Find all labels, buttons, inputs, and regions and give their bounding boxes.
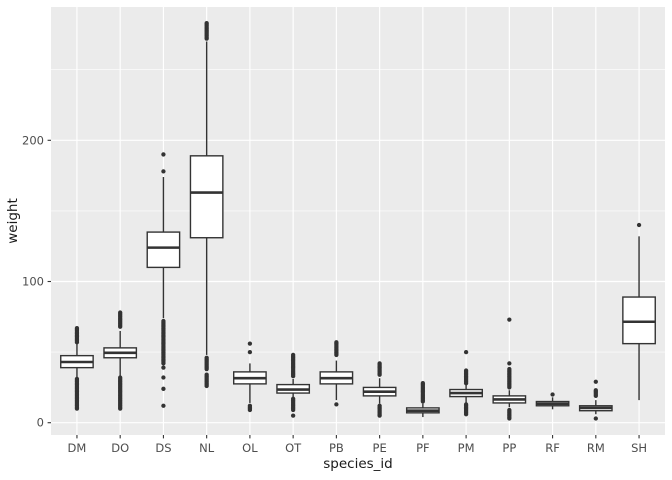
outlier-point bbox=[247, 349, 253, 355]
x-tick-label: RM bbox=[587, 441, 605, 455]
boxplot-PF bbox=[405, 381, 440, 418]
boxplot-DM bbox=[60, 325, 94, 411]
boxplot-PP bbox=[492, 317, 527, 421]
boxplot-NL bbox=[189, 20, 224, 389]
outlier-point bbox=[161, 365, 166, 370]
x-tick-label: DO bbox=[111, 441, 129, 455]
outlier-point bbox=[247, 403, 253, 408]
outlier-point bbox=[507, 317, 512, 322]
x-tick-label: NL bbox=[199, 441, 215, 455]
outlier-point bbox=[204, 372, 209, 377]
outlier-point bbox=[463, 349, 469, 355]
iqr-box bbox=[189, 155, 224, 239]
outlier-point bbox=[334, 340, 339, 345]
x-tick-label: PM bbox=[458, 441, 475, 455]
outlier-point bbox=[507, 361, 512, 366]
x-tick-label: PF bbox=[416, 441, 430, 455]
iqr-box bbox=[622, 296, 656, 345]
outlier-point bbox=[463, 402, 469, 407]
outlier-point bbox=[593, 379, 598, 384]
outlier-point bbox=[161, 169, 166, 174]
outlier-point bbox=[550, 392, 555, 397]
outlier-point bbox=[507, 366, 512, 372]
boxplot-SH bbox=[622, 222, 656, 401]
boxplot-OT bbox=[276, 352, 311, 418]
boxplot-OL bbox=[233, 341, 267, 413]
outlier-point bbox=[161, 403, 166, 408]
y-tick-label: 0 bbox=[37, 416, 44, 430]
outlier-point bbox=[463, 368, 469, 373]
outlier-point bbox=[74, 325, 80, 331]
outlier-point bbox=[74, 376, 80, 382]
outlier-point bbox=[334, 402, 339, 407]
outlier-point bbox=[377, 361, 382, 366]
x-tick-label: DM bbox=[68, 441, 87, 455]
boxplot-PB bbox=[319, 340, 354, 407]
boxplot-DS bbox=[146, 152, 181, 408]
x-tick-label: OT bbox=[285, 441, 302, 455]
iqr-box bbox=[146, 231, 181, 269]
boxplot-RF bbox=[535, 392, 570, 410]
y-tick-label: 100 bbox=[22, 275, 44, 289]
x-tick-label: RF bbox=[545, 441, 560, 455]
y-tick-label: 200 bbox=[22, 133, 44, 147]
outlier-point bbox=[593, 388, 598, 393]
plot-panel bbox=[51, 7, 665, 435]
outlier-point bbox=[377, 403, 382, 408]
x-tick-label: PP bbox=[502, 441, 516, 455]
y-axis: 0 100 200 bbox=[22, 133, 51, 430]
x-tick-label: SH bbox=[631, 441, 647, 455]
outlier-point bbox=[247, 341, 253, 346]
outlier-point bbox=[507, 407, 512, 413]
x-axis: DM DO DS NL OL OT PB PE PF PM PP RF RM SH bbox=[68, 435, 647, 455]
outlier-point bbox=[204, 355, 209, 360]
outlier-point bbox=[161, 386, 166, 391]
outlier-point bbox=[161, 318, 166, 324]
x-tick-label: OL bbox=[242, 441, 258, 455]
x-axis-title: species_id bbox=[323, 456, 393, 472]
outlier-point bbox=[636, 222, 642, 228]
outlier-point bbox=[204, 20, 209, 26]
boxplot-DO bbox=[103, 310, 138, 411]
outlier-point bbox=[290, 413, 296, 418]
outlier-point bbox=[290, 396, 296, 401]
boxplot-PE bbox=[362, 361, 397, 418]
x-tick-label: PB bbox=[329, 441, 344, 455]
outlier-point bbox=[593, 416, 598, 421]
x-tick-label: PE bbox=[373, 441, 387, 455]
boxplot-PM bbox=[449, 349, 483, 417]
boxplot-RM bbox=[578, 379, 613, 421]
outlier-point bbox=[420, 381, 426, 386]
outlier-point bbox=[161, 375, 166, 380]
outlier-point bbox=[161, 152, 166, 157]
outlier-point bbox=[118, 375, 123, 380]
outlier-point bbox=[118, 310, 123, 315]
x-tick-label: DS bbox=[155, 441, 171, 455]
y-axis-title: weight bbox=[5, 198, 21, 244]
outlier-point bbox=[290, 352, 296, 358]
